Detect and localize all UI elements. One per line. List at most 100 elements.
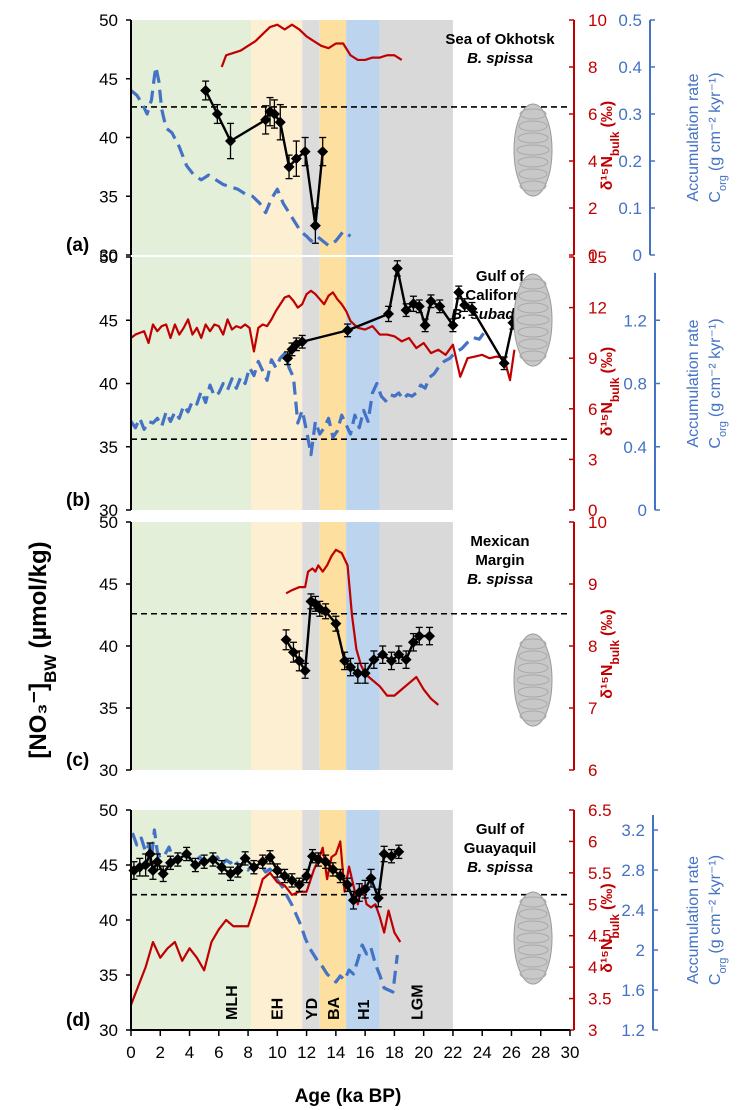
corg-tick-label: 0.3: [618, 105, 642, 124]
x-tick-label: 16: [356, 1043, 375, 1062]
no3-point: [293, 879, 305, 891]
foraminifera-icon: [513, 273, 553, 367]
d15n-tick-label: 8: [588, 58, 597, 77]
period-band-h1: [346, 257, 380, 510]
no3-point: [345, 661, 356, 673]
d15n-tick-label: 12: [588, 299, 607, 318]
no3-tick-label: 40: [99, 129, 118, 148]
no3-point: [393, 846, 405, 858]
period-band-mlh: [131, 522, 251, 770]
no3-point: [239, 852, 251, 864]
corg-axis-title-c: C: [707, 191, 724, 203]
d15n-tick-label: 10: [588, 513, 607, 532]
no3-point: [290, 153, 302, 165]
no3-point: [424, 630, 436, 642]
period-band-eh: [250, 20, 303, 255]
corg-axis-title-sub: org: [717, 175, 729, 191]
no3-point: [459, 299, 471, 311]
corg-axis-title-c: C: [707, 437, 724, 449]
d15n-tick-label: 6: [588, 105, 597, 124]
no3-point: [279, 870, 291, 882]
corg-axis-title-line2: Corg (g cm⁻² kyr⁻¹): [707, 855, 729, 985]
corg-axis-title-line1: Accumulation rate: [685, 73, 702, 201]
corg-axis-title-unit: (g cm⁻² kyr⁻¹): [707, 72, 724, 171]
species-label: B. spissa: [467, 571, 533, 588]
fossil-chamber: [517, 156, 549, 168]
period-band-mlh: [131, 257, 251, 510]
no3-point: [309, 220, 321, 232]
no3-tick-label: 30: [99, 501, 118, 520]
d15n-tick-label: 6: [588, 761, 597, 780]
no3-point: [383, 308, 395, 320]
foraminifera-images: [513, 103, 553, 985]
period-band-yd: [302, 522, 320, 770]
no3-point: [198, 856, 210, 868]
corg-axis-title-line1: Accumulation rate: [685, 856, 702, 984]
d15n-tick-label: 9: [588, 575, 597, 594]
foraminifera-icon: [513, 891, 553, 985]
period-band-eh: [250, 810, 303, 1030]
corg-axis-title-sub: org: [717, 421, 729, 437]
fossil-chamber: [516, 674, 550, 686]
d15n-tick-label: 4: [588, 152, 597, 171]
d15n-axis-title: δ¹⁵Nbulk (‰): [599, 101, 622, 190]
corg-series-line: [129, 330, 487, 457]
d15n-axis-title: δ¹⁵Nbulk (‰): [599, 347, 622, 436]
fossil-chamber: [518, 956, 548, 968]
no3-point: [283, 161, 295, 173]
no3-point: [466, 303, 478, 315]
no3-point: [413, 630, 425, 642]
x-tick-label: 8: [243, 1043, 252, 1062]
no3-tick-label: 30: [99, 761, 118, 780]
no3-point: [342, 324, 354, 336]
d15n-axis-title: δ¹⁵Nbulk (‰): [599, 883, 622, 972]
corg-axis-title-line2: Corg (g cm⁻² kyr⁻¹): [707, 72, 729, 202]
corg-axis-title-line2: Corg (g cm⁻² kyr⁻¹): [707, 318, 729, 448]
x-tick-label: 14: [326, 1043, 345, 1062]
fossil-chamber: [518, 698, 548, 710]
fossil-chamber: [519, 180, 547, 192]
corg-tick-label: 0.8: [623, 375, 647, 394]
no3-point: [352, 667, 364, 679]
no3-point: [257, 856, 269, 868]
no3-point: [327, 863, 339, 875]
threshold-lines: [131, 106, 570, 896]
corg-tick-label: 1.2: [621, 1021, 645, 1040]
no3-point: [225, 135, 237, 147]
d15n-tick-label: 6.5: [588, 801, 612, 820]
corg-tick-label: 0: [633, 246, 642, 265]
fossil-chamber: [519, 108, 547, 120]
series-layer: [128, 23, 519, 1006]
foraminifera-icon: [513, 103, 553, 197]
period-band-mlh: [131, 20, 251, 255]
x-tick-label: 12: [297, 1043, 316, 1062]
no3-point: [334, 870, 346, 882]
period-band-yd: [302, 257, 320, 510]
no3-point: [147, 865, 159, 876]
d15n-tick-label: 6: [588, 400, 597, 419]
no3-point: [296, 336, 308, 348]
no3-tick-label: 30: [99, 1021, 118, 1040]
d15n-tick-label: 3.5: [588, 990, 612, 1009]
d15n-series-line: [130, 289, 516, 382]
x-tick-label: 10: [268, 1043, 287, 1062]
fossil-shell: [513, 633, 553, 727]
labels-layer: δ¹⁵Nbulk(‰) Accumulation rate Corg (g cm⁻² …: [66, 31, 729, 1031]
fossil-chamber: [519, 896, 547, 908]
no3-tick-label: 50: [99, 248, 118, 267]
d15n-axis-title-unit: (‰): [599, 883, 616, 910]
x-tick-label: 2: [156, 1043, 165, 1062]
no3-point: [189, 859, 201, 871]
d15n-axis-title-sub: bulk: [608, 640, 622, 665]
no3-tick-label: 40: [99, 637, 118, 656]
period-band-mlh: [131, 810, 251, 1030]
no3-point: [144, 848, 156, 860]
fossil-chamber: [517, 920, 549, 932]
no3-tick-label: 45: [99, 70, 118, 89]
d15n-tick-label: 4: [588, 958, 597, 977]
no3-point: [377, 649, 389, 661]
no3-point: [368, 654, 380, 666]
corg-tick-label: 2: [636, 941, 645, 960]
no3-point: [200, 85, 212, 96]
